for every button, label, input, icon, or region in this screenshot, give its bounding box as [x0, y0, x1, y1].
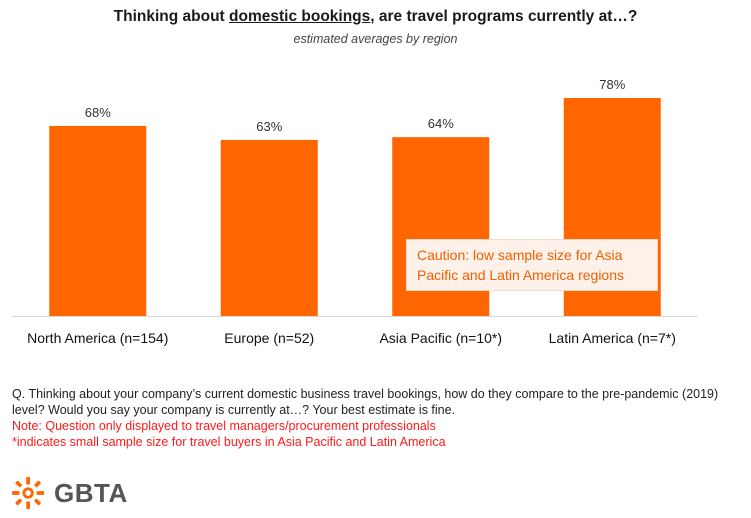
data-label-0: 68% — [85, 105, 111, 120]
chart-title: Thinking about domestic bookings, are tr… — [0, 8, 751, 26]
data-label-3: 78% — [599, 77, 625, 92]
title-suffix: , are travel programs currently at…? — [370, 8, 638, 25]
category-label-3: Latin America (n=7*) — [549, 330, 676, 346]
data-label-2: 64% — [428, 116, 454, 131]
category-label-2: Asia Pacific (n=10*) — [379, 330, 502, 346]
logo-text: GBTA — [54, 478, 128, 508]
title-prefix: Thinking about — [113, 8, 230, 25]
bar-chart: 68% North America (n=154) 63% Europe (n=52)… — [12, 77, 698, 346]
chart-subtitle: estimated averages by region — [293, 32, 458, 46]
footnote-line: *indicates small sample size for travel … — [12, 435, 446, 449]
note-line: Note: Question only displayed to travel … — [12, 419, 436, 433]
bar-1 — [220, 139, 318, 316]
bar-0 — [49, 125, 147, 316]
title-underlined: domestic bookings — [229, 8, 371, 25]
category-label-0: North America (n=154) — [27, 330, 168, 346]
caution-box: Caution: low sample size for Asia Pacifi… — [406, 239, 658, 291]
gbta-sunburst-icon — [12, 476, 45, 510]
category-label-1: Europe (n=52) — [224, 330, 314, 346]
data-label-1: 63% — [256, 119, 282, 134]
survey-question: Q. Thinking about your company’s current… — [12, 387, 719, 417]
